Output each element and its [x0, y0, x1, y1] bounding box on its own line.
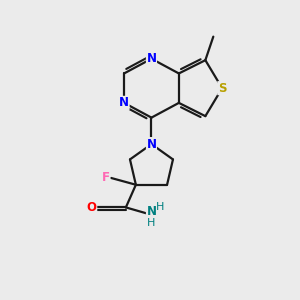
Text: F: F	[102, 172, 110, 184]
Text: S: S	[218, 82, 226, 95]
Text: H: H	[156, 202, 164, 212]
Text: N: N	[146, 138, 157, 151]
Text: N: N	[119, 96, 129, 110]
Text: N: N	[146, 205, 157, 218]
Text: N: N	[146, 52, 157, 65]
Text: O: O	[87, 201, 97, 214]
Text: H: H	[147, 218, 156, 228]
